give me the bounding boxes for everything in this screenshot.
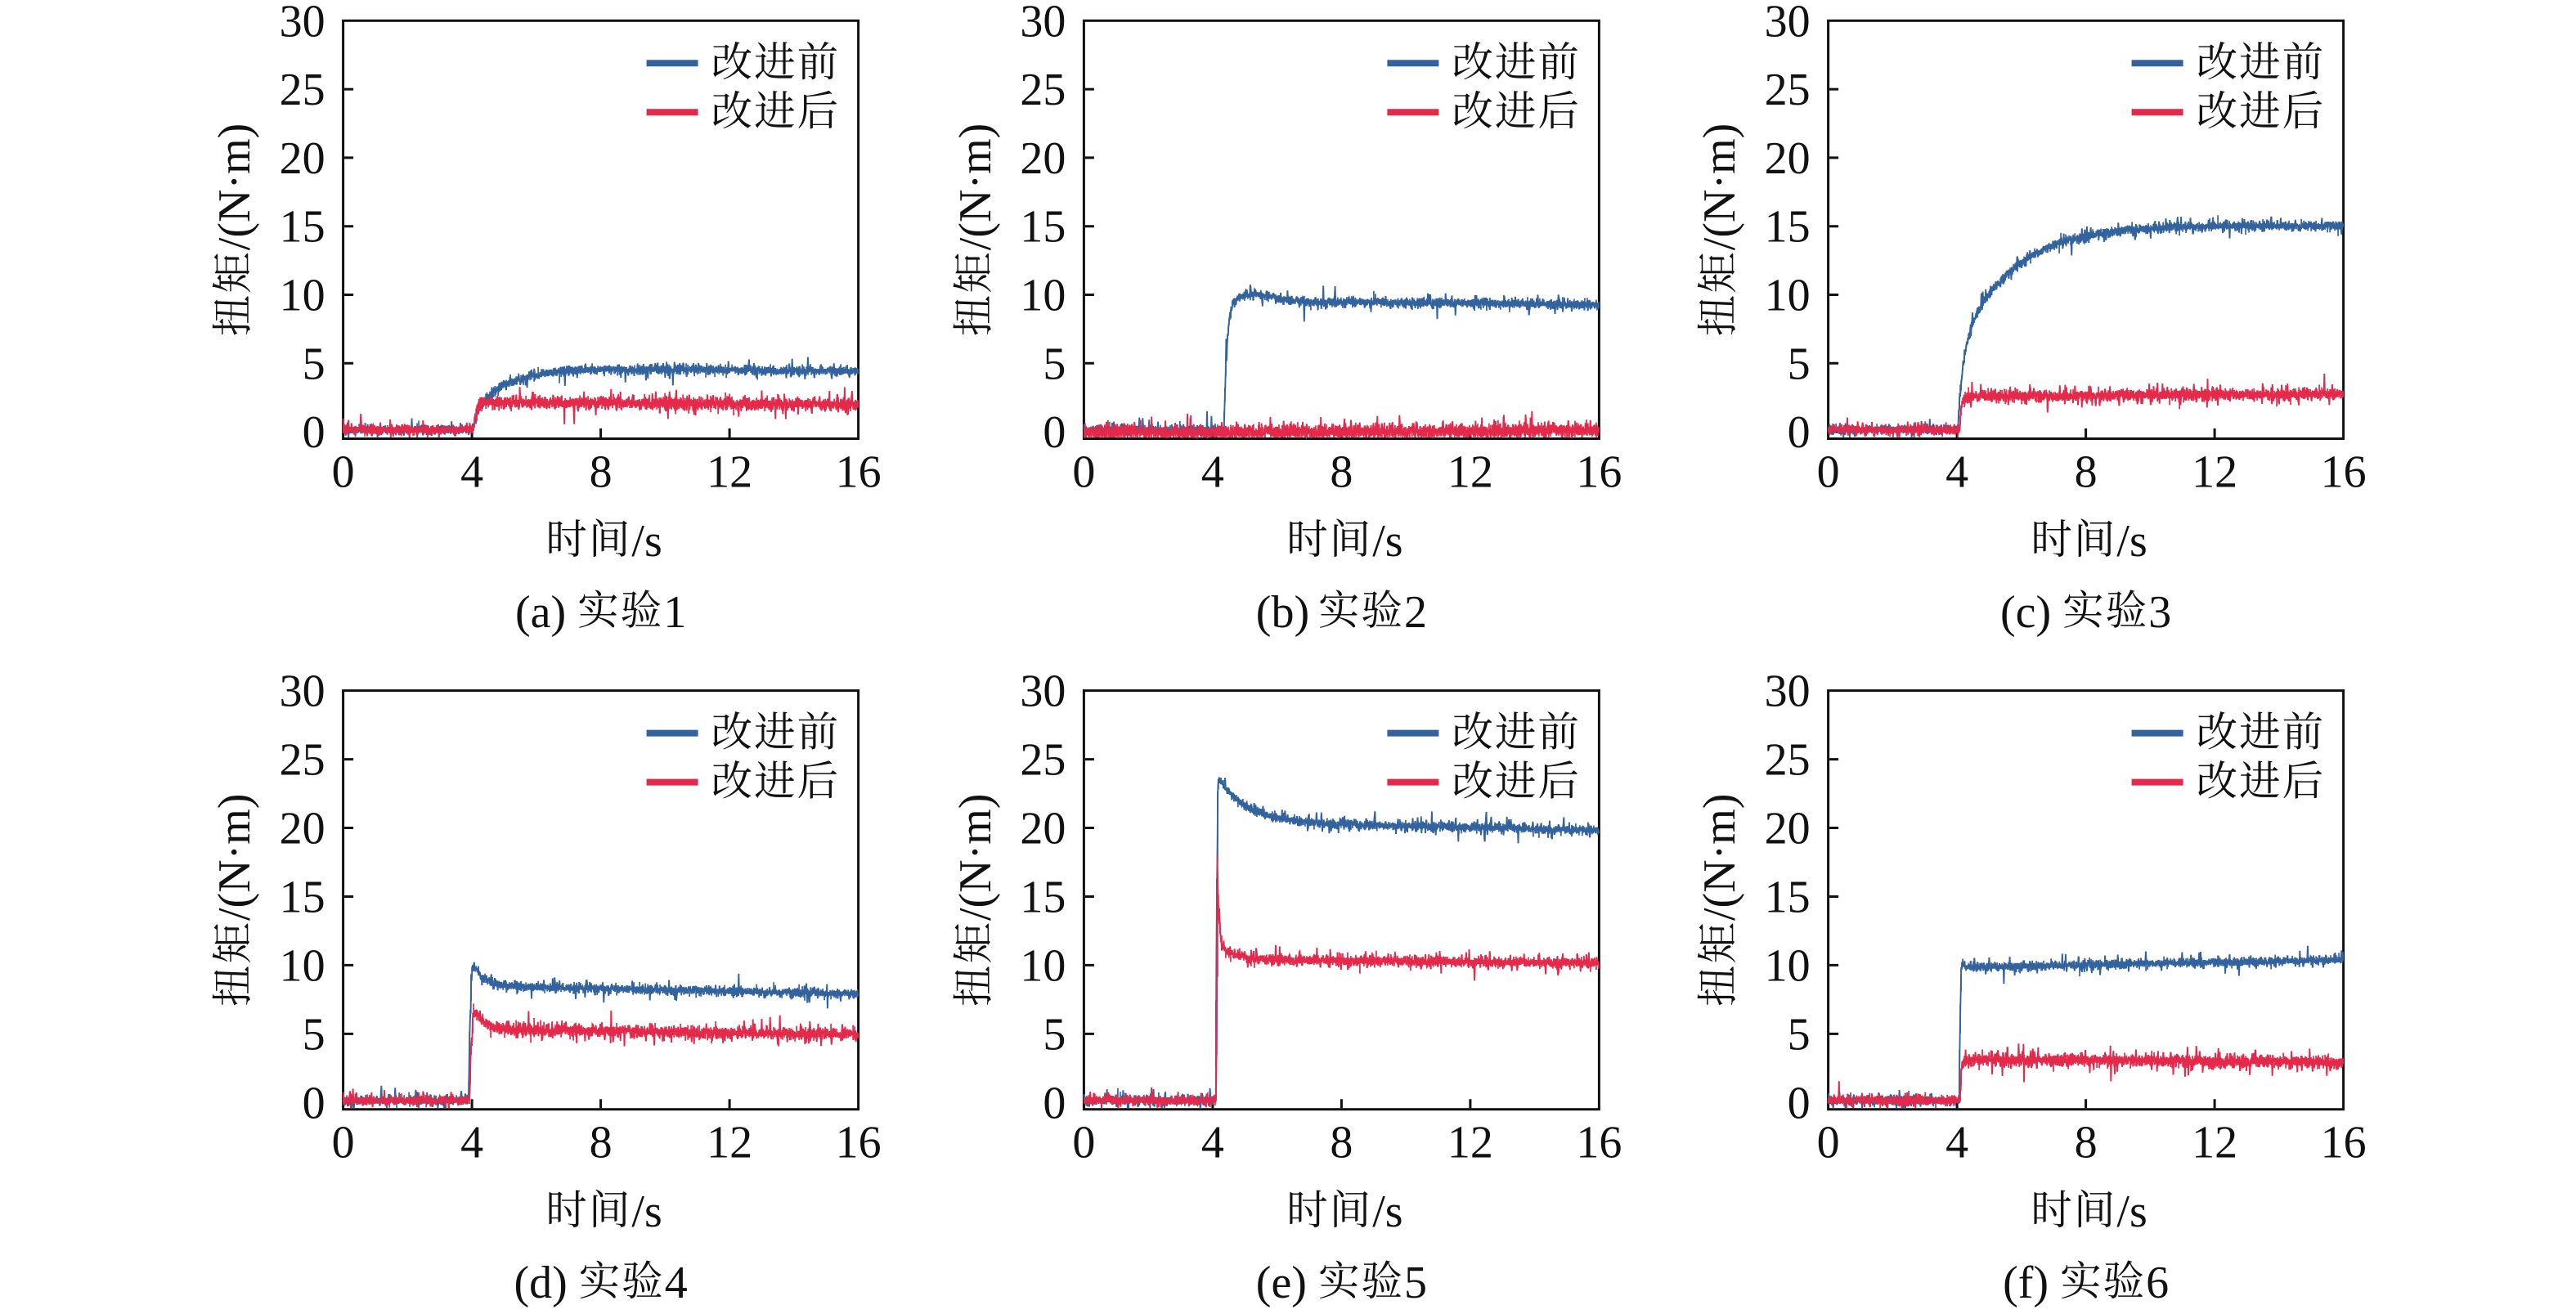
svg-text:(a): (a)	[515, 587, 566, 638]
svg-text:10: 10	[1765, 271, 1811, 321]
svg-text:4: 4	[1945, 1118, 1968, 1168]
svg-text:6: 6	[2146, 1258, 2169, 1308]
svg-text:0: 0	[332, 447, 355, 498]
svg-text:0: 0	[332, 1118, 355, 1168]
svg-text:12: 12	[707, 447, 752, 498]
svg-text:30: 30	[1020, 0, 1066, 47]
svg-text:25: 25	[280, 735, 325, 786]
svg-text:0: 0	[1043, 407, 1066, 458]
svg-text:0: 0	[1817, 447, 1840, 498]
svg-text:25: 25	[1765, 65, 1811, 115]
svg-text:12: 12	[2192, 1118, 2237, 1168]
svg-text:30: 30	[1765, 0, 1811, 47]
svg-text:20: 20	[1765, 133, 1811, 184]
svg-text:30: 30	[1765, 666, 1811, 717]
svg-text:5: 5	[1788, 1009, 1811, 1060]
svg-text:5: 5	[1043, 1009, 1066, 1060]
svg-text:30: 30	[1020, 666, 1066, 717]
svg-text:/s: /s	[2116, 1186, 2147, 1237]
svg-text:5: 5	[1404, 1258, 1427, 1308]
svg-text:4: 4	[665, 1258, 688, 1308]
svg-text:15: 15	[280, 872, 325, 923]
svg-text:/(N·m): /(N·m)	[950, 793, 1001, 921]
svg-text:30: 30	[280, 666, 325, 717]
svg-text:30: 30	[280, 0, 325, 47]
svg-text:1: 1	[663, 587, 686, 638]
svg-text:25: 25	[1020, 65, 1066, 115]
svg-text:12: 12	[707, 1118, 752, 1168]
svg-text:12: 12	[1447, 1118, 1493, 1168]
svg-text:12: 12	[2192, 447, 2237, 498]
svg-text:0: 0	[1788, 407, 1811, 458]
svg-text:8: 8	[1330, 1118, 1353, 1168]
svg-text:15: 15	[1765, 872, 1811, 923]
svg-text:12: 12	[1447, 447, 1493, 498]
svg-text:0: 0	[1043, 1078, 1066, 1128]
svg-text:4: 4	[460, 447, 483, 498]
svg-text:25: 25	[1020, 735, 1066, 786]
svg-text:5: 5	[1043, 339, 1066, 389]
svg-text:20: 20	[280, 804, 325, 854]
svg-text:/(N·m): /(N·m)	[209, 793, 260, 921]
svg-text:10: 10	[1020, 271, 1066, 321]
svg-text:5: 5	[303, 1009, 325, 1060]
svg-text:(f): (f)	[2003, 1258, 2049, 1308]
svg-text:10: 10	[280, 271, 325, 321]
svg-text:/(N·m): /(N·m)	[209, 123, 260, 251]
svg-text:(d): (d)	[514, 1258, 568, 1308]
svg-text:16: 16	[2321, 447, 2367, 498]
svg-text:16: 16	[1576, 1118, 1622, 1168]
svg-text:20: 20	[1765, 804, 1811, 854]
svg-text:16: 16	[1576, 447, 1622, 498]
svg-text:20: 20	[280, 133, 325, 184]
svg-text:0: 0	[303, 1078, 325, 1128]
svg-text:8: 8	[590, 1118, 613, 1168]
svg-text:/s: /s	[631, 516, 662, 567]
svg-text:15: 15	[1020, 872, 1066, 923]
svg-text:15: 15	[1020, 202, 1066, 253]
svg-text:25: 25	[280, 65, 325, 115]
svg-text:/s: /s	[1372, 516, 1402, 567]
svg-text:(b): (b)	[1256, 587, 1309, 638]
svg-text:(c): (c)	[2000, 587, 2051, 638]
svg-text:5: 5	[303, 339, 325, 389]
svg-text:20: 20	[1020, 133, 1066, 184]
svg-text:4: 4	[1201, 447, 1224, 498]
svg-text:/s: /s	[1372, 1186, 1402, 1237]
svg-text:15: 15	[1765, 202, 1811, 253]
svg-text:4: 4	[1945, 447, 1968, 498]
svg-text:3: 3	[2148, 587, 2171, 638]
svg-text:(e): (e)	[1256, 1258, 1307, 1308]
svg-text:16: 16	[2321, 1118, 2367, 1168]
svg-text:8: 8	[1330, 447, 1353, 498]
svg-text:0: 0	[1817, 1118, 1840, 1168]
svg-text:10: 10	[280, 940, 325, 991]
svg-text:4: 4	[1201, 1118, 1224, 1168]
svg-text:0: 0	[303, 407, 325, 458]
svg-text:10: 10	[1765, 940, 1811, 991]
svg-text:2: 2	[1404, 587, 1427, 638]
svg-text:5: 5	[1788, 339, 1811, 389]
svg-text:0: 0	[1072, 447, 1095, 498]
svg-text:0: 0	[1072, 1118, 1095, 1168]
svg-text:4: 4	[460, 1118, 483, 1168]
svg-text:/(N·m): /(N·m)	[1694, 123, 1745, 251]
svg-text:0: 0	[1788, 1078, 1811, 1128]
svg-text:10: 10	[1020, 940, 1066, 991]
svg-text:/s: /s	[631, 1186, 662, 1237]
svg-text:/(N·m): /(N·m)	[1694, 793, 1745, 921]
svg-text:16: 16	[836, 447, 882, 498]
svg-text:/s: /s	[2116, 516, 2147, 567]
svg-text:8: 8	[2075, 447, 2098, 498]
svg-text:15: 15	[280, 202, 325, 253]
svg-text:25: 25	[1765, 735, 1811, 786]
svg-text:8: 8	[590, 447, 613, 498]
svg-text:/(N·m): /(N·m)	[950, 123, 1001, 251]
svg-text:8: 8	[2075, 1118, 2098, 1168]
svg-text:20: 20	[1020, 804, 1066, 854]
svg-text:16: 16	[836, 1118, 882, 1168]
